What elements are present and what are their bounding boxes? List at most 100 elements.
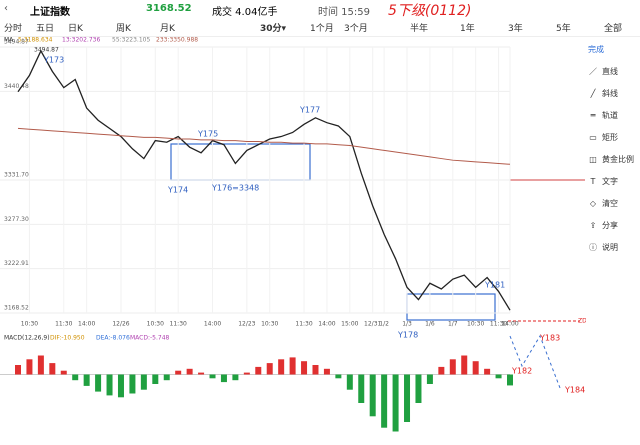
x-tick-label: 10:30	[147, 321, 164, 328]
macd-bar	[140, 374, 147, 390]
tool-item[interactable]: ▭ 矩形	[588, 126, 640, 148]
macd-bar	[232, 374, 239, 381]
ma-legend: 13:3202.736	[62, 37, 100, 44]
tab[interactable]: 全部	[604, 24, 623, 34]
macd-bar	[83, 374, 90, 386]
macd-bar	[266, 363, 273, 375]
ma-legend: MA	[4, 37, 14, 44]
macd-bar	[198, 372, 205, 375]
tab[interactable]: 1年	[460, 24, 475, 34]
y-tick-label: 3222.91	[4, 260, 29, 267]
x-tick-label: 10:30	[21, 321, 38, 328]
tool-label: 完成	[588, 44, 604, 54]
tab[interactable]: 分时	[4, 24, 23, 34]
macd-bar	[49, 363, 56, 375]
x-tick-label: 12/31	[364, 321, 381, 328]
macd-bar	[323, 368, 330, 375]
tool-item[interactable]: ╱ 斜线	[588, 82, 640, 104]
tab[interactable]: 3个月	[344, 24, 368, 34]
price-line	[17, 127, 511, 165]
tab[interactable]: 5年	[556, 24, 571, 34]
macd-bar	[472, 361, 479, 375]
tool-item[interactable]: ◇ 清空	[588, 192, 640, 214]
x-tick-label: 14:00	[78, 321, 95, 328]
x-tick-label: 1/6	[425, 321, 435, 328]
tool-item[interactable]: ⇪ 分享	[588, 214, 640, 236]
tool-item[interactable]: ◫ 黄金比例	[588, 148, 640, 170]
tool-label: 清空	[602, 198, 618, 208]
x-tick-label: 11:30	[170, 321, 187, 328]
tool-item[interactable]: ═ 轨道	[588, 104, 640, 126]
tool-label: 轨道	[602, 110, 618, 120]
macd-bar	[301, 361, 308, 375]
macd-bar	[37, 355, 44, 375]
x-tick-label: 11:30	[295, 321, 312, 328]
annotation: 3494.87	[34, 47, 59, 54]
period-tabs: 分时 五日 日K 周K 月K 30分▾ 1个月 3个月 半年 1年 3年 5年 全部	[0, 18, 640, 37]
time: 时间 15:59	[318, 7, 370, 18]
tool-icon: ▭	[589, 132, 597, 142]
macd-bar	[461, 355, 468, 375]
x-tick-label: 11:30	[490, 321, 507, 328]
macd-bar	[26, 359, 33, 375]
tool-item[interactable]: 完成	[588, 38, 640, 60]
tab[interactable]: 五日	[36, 24, 55, 34]
macd-bar	[312, 365, 319, 375]
tab[interactable]: 周K	[116, 24, 131, 34]
macd-bar	[255, 366, 262, 375]
x-tick-label: 10:30	[261, 321, 278, 328]
x-tick-label: 14:00	[204, 321, 221, 328]
tool-icon: ⓘ	[589, 242, 597, 252]
ma-legend: 233:3350.988	[156, 37, 198, 44]
tab[interactable]: 日K	[68, 24, 83, 34]
macd-bar	[129, 374, 136, 394]
macd-bar	[95, 374, 102, 392]
tool-icon: ═	[590, 110, 596, 120]
tab[interactable]: 半年	[410, 24, 429, 34]
tool-item[interactable]: ／ 直线	[588, 60, 640, 82]
tool-item[interactable]: ⓘ 说明	[588, 236, 640, 258]
macd-bar	[186, 368, 193, 375]
macd-bar	[152, 374, 159, 384]
volume: 成交 4.04亿手	[212, 7, 278, 18]
tool-label: 矩形	[602, 132, 618, 142]
macd-bar	[484, 368, 491, 375]
annotation: Y184	[564, 386, 585, 395]
annotation: ZD=3192(57)	[578, 318, 586, 325]
tool-icon: ◫	[589, 154, 597, 164]
macd-bar	[415, 374, 422, 403]
tab[interactable]: 3年	[508, 24, 523, 34]
y-tick-label: 3168.52	[4, 305, 29, 312]
chart: 3494.87 3440.48 3331.70 3277.30 3222.91 3168.…	[0, 37, 586, 432]
index-name: 上证指数	[30, 7, 70, 18]
tool-label: 黄金比例	[602, 154, 634, 164]
macd-bar	[243, 372, 250, 375]
tool-item[interactable]: T 文字	[588, 170, 640, 192]
macd-bar	[163, 374, 170, 381]
back[interactable]: ‹	[4, 3, 8, 14]
x-tick-label: 12/23	[238, 321, 255, 328]
tool-icon: ╱	[590, 88, 596, 98]
x-tick-label: 14:00	[318, 321, 335, 328]
macd-bar	[507, 374, 513, 386]
tool-icon: ◇	[589, 198, 597, 208]
macd-bar	[381, 374, 388, 428]
annotation: Y182	[511, 367, 532, 376]
x-tick-label: 12/26	[112, 321, 129, 328]
tab[interactable]: 月K	[160, 24, 175, 34]
annotation: Y175	[197, 130, 218, 139]
macd-bar	[175, 370, 182, 375]
ma-legend: 5:3188.634	[18, 37, 53, 44]
macd-bar	[495, 374, 502, 379]
macd-legend: MACD(12,26,9)	[4, 335, 50, 342]
tool-label: 直线	[602, 66, 618, 76]
macd-bar	[404, 374, 411, 422]
y-tick-label: 3494.87	[4, 39, 29, 46]
tab[interactable]: 30分▾	[260, 24, 287, 34]
macd-bar	[426, 374, 433, 384]
y-tick-label: 3331.70	[4, 171, 29, 178]
macd-bar	[106, 374, 113, 396]
tab[interactable]: 1个月	[310, 24, 334, 34]
annotation: Y183	[539, 334, 560, 343]
